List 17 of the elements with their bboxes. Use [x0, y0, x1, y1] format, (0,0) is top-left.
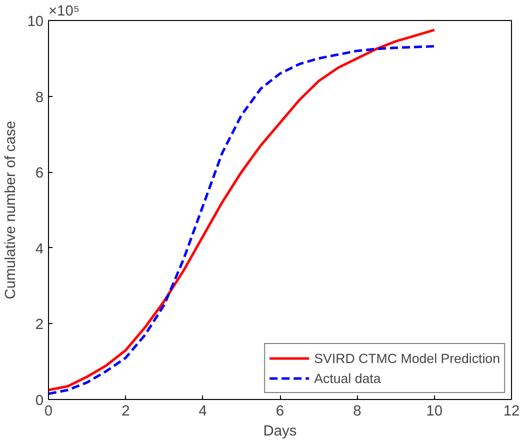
x-tick-label: 12 — [503, 404, 520, 420]
x-tick-label: 4 — [198, 404, 207, 420]
y-tick-label: 4 — [35, 241, 44, 258]
text: ×10⁵ — [48, 4, 80, 20]
y-tick-label: 10 — [27, 14, 44, 30]
y-tick-label: 6 — [35, 166, 44, 182]
x-tick-label: 6 — [276, 404, 284, 420]
y-axis-title: Cumulative number of case — [3, 120, 20, 300]
y-tick-label: 0 — [35, 393, 44, 409]
x-tick-label: 10 — [426, 404, 442, 420]
x-axis-title: Days — [263, 424, 297, 440]
legend-label: SVIRD CTMC Model Prediction — [314, 350, 500, 366]
x-tick-label: 8 — [353, 404, 362, 420]
y-tick-label: 2 — [35, 317, 44, 334]
x-tick-label: 2 — [122, 404, 130, 420]
y-tick-label: 8 — [35, 90, 44, 106]
legend-label: Actual data — [314, 370, 381, 386]
